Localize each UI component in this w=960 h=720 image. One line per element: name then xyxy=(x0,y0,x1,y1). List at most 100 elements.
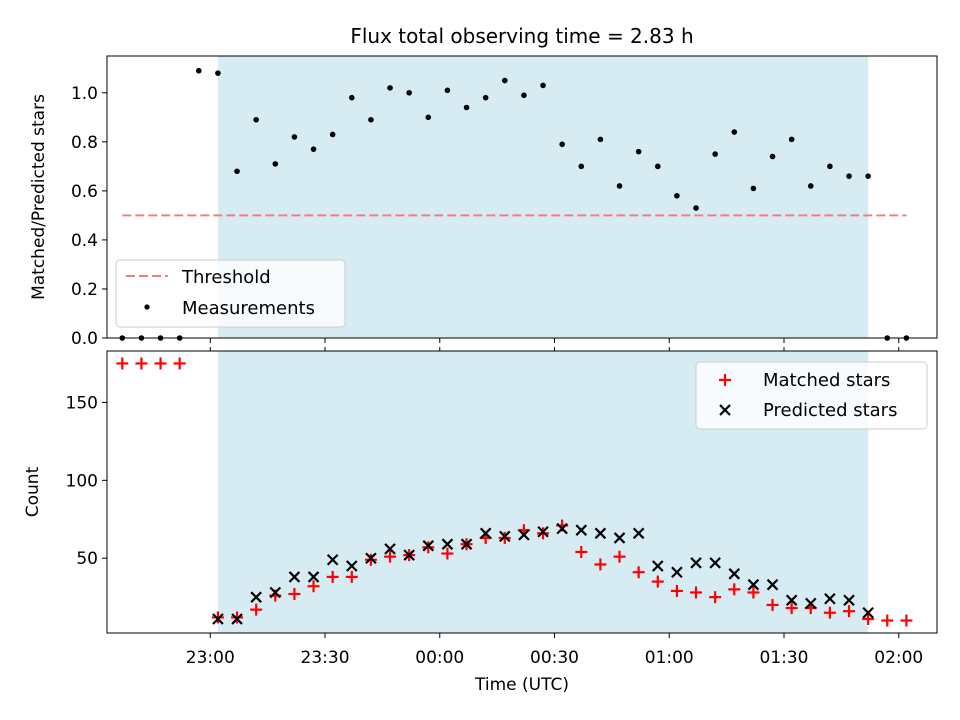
x-stroke xyxy=(231,613,243,625)
matched-star-point xyxy=(690,586,703,599)
measurement-point xyxy=(674,192,680,199)
top-panel: 0.0 0.2 0.4 0.6 0.8 1.0 Matched/Predicted sta… xyxy=(29,55,938,349)
x-stroke xyxy=(518,529,530,541)
matched-star-point xyxy=(785,602,798,615)
measurement-point xyxy=(406,89,412,96)
matched-star-point xyxy=(307,580,320,593)
measurement-point xyxy=(865,173,871,179)
matched-star-point xyxy=(747,586,760,599)
predicted-star-point xyxy=(824,592,836,605)
matched-star-point xyxy=(422,541,435,554)
bottom-panel: 23:00 23:30 00:00 00:30 01:00 01:30 02:00 50 100… xyxy=(23,347,938,668)
matched-star-point xyxy=(116,357,129,370)
bottom-axis-ticks: 23:00 23:30 00:00 00:30 01:00 01:30 02:00 50 100… xyxy=(66,347,923,668)
predicted-star-point xyxy=(326,553,339,566)
matched-star-point xyxy=(364,553,377,566)
measurement-point xyxy=(310,146,317,152)
predicted-star-point xyxy=(460,538,473,550)
measurement-point xyxy=(425,114,432,121)
predicted-star-point xyxy=(671,566,683,579)
matched-star-point xyxy=(135,357,148,370)
measurement-point xyxy=(482,94,489,101)
matched-star-point xyxy=(862,612,875,625)
predicted-star-point xyxy=(518,529,530,541)
x-stroke xyxy=(422,539,435,552)
predicted-star-point xyxy=(269,586,282,599)
star-count-series xyxy=(116,357,913,627)
matched-star-point xyxy=(823,606,836,619)
measurement-point xyxy=(769,153,776,160)
matched-star-point xyxy=(594,558,607,571)
bottom-legend-box xyxy=(695,361,928,430)
bottom-legend: Matched stars Predicted stars xyxy=(695,361,928,430)
measurements-series xyxy=(119,67,910,341)
legend-matched-label: Matched stars xyxy=(763,370,890,391)
top-plot-frame xyxy=(106,55,938,339)
measurement-point xyxy=(712,151,718,157)
matched-star-point xyxy=(728,583,741,596)
measurement-point xyxy=(215,70,221,76)
predicted-star-point xyxy=(652,560,664,572)
x-stroke xyxy=(594,527,607,540)
predicted-star-point xyxy=(537,525,549,538)
predicted-star-point xyxy=(288,571,301,583)
x-stroke xyxy=(250,591,262,603)
measurement-point xyxy=(272,161,279,167)
predicted-star-point xyxy=(805,597,817,610)
x-stroke xyxy=(862,606,874,619)
top-legend: Threshold Measurements xyxy=(115,259,346,328)
x-tick-label: 00:30 xyxy=(530,648,579,668)
x-stroke xyxy=(365,552,377,564)
measurement-point xyxy=(234,168,240,175)
matched-star-point xyxy=(670,584,683,597)
predicted-star-point xyxy=(766,578,779,591)
x-stroke xyxy=(441,538,454,550)
measurement-point xyxy=(368,116,374,123)
measurement-point xyxy=(559,141,565,148)
matched-star-point xyxy=(154,357,167,370)
measurement-point xyxy=(750,185,757,192)
x-stroke xyxy=(346,560,358,572)
bottom-y-tick-label: 100 xyxy=(66,471,98,491)
predicted-star-point xyxy=(728,568,741,580)
top-y-tick-label: 0.0 xyxy=(71,329,98,349)
matched-star-point xyxy=(709,591,722,604)
matched-star-point xyxy=(173,357,186,370)
matched-star-point xyxy=(843,605,856,618)
predicted-star-point xyxy=(231,613,243,625)
top-y-tick-label: 0.6 xyxy=(71,182,98,202)
measurement-point xyxy=(444,87,451,94)
measurement-point xyxy=(253,116,259,123)
matched-star-point xyxy=(498,531,511,544)
bottom-y-tick-label: 150 xyxy=(66,393,98,413)
measurement-point xyxy=(501,77,508,84)
matched-star-point xyxy=(288,588,301,601)
x-stroke xyxy=(785,594,798,607)
x-stroke xyxy=(537,525,549,538)
bottom-y-tick-label: 50 xyxy=(76,549,98,569)
x-stroke xyxy=(403,549,415,561)
measurement-point xyxy=(654,163,661,170)
chart-title: Flux total observing time = 2.83 h xyxy=(350,24,693,48)
top-y-tick-label: 0.4 xyxy=(71,231,98,251)
predicted-star-point xyxy=(575,524,588,536)
top-y-tick-label: 1.0 xyxy=(71,84,98,104)
x-stroke xyxy=(384,543,396,555)
predicted-star-point xyxy=(843,594,855,607)
matched-star-point xyxy=(766,598,779,611)
predicted-star-point xyxy=(690,557,702,569)
x-stroke xyxy=(575,524,588,536)
bottom-y-axis-label: Count xyxy=(23,466,43,517)
predicted-star-point xyxy=(594,527,607,540)
x-stroke xyxy=(652,560,664,572)
x-stroke xyxy=(499,530,511,543)
predicted-star-point xyxy=(346,560,358,572)
matched-star-point xyxy=(651,575,664,588)
predicted-star-point xyxy=(384,543,396,555)
measurement-point xyxy=(521,92,527,99)
x-tick-label: 01:00 xyxy=(645,648,694,668)
legend-matched-swatch xyxy=(719,374,731,386)
x-tick-label: 00:00 xyxy=(415,648,464,668)
x-stroke xyxy=(269,586,282,599)
predicted-star-point xyxy=(613,532,626,544)
